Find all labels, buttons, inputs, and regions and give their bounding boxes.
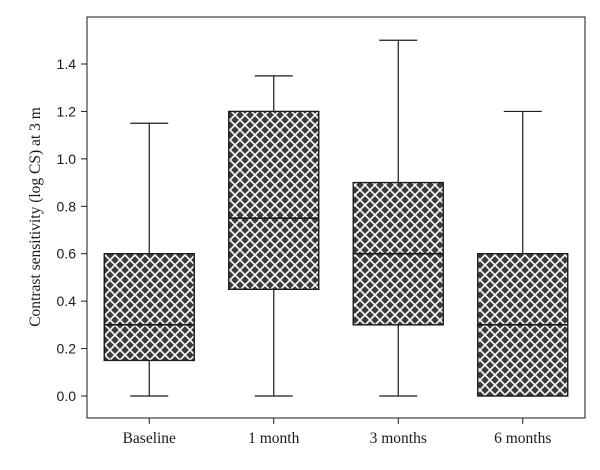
iqr-box	[228, 110, 320, 290]
x-axis: Baseline 1 month 3 months 6 months	[123, 418, 551, 447]
box-1	[103, 122, 195, 397]
box-3	[352, 39, 444, 397]
y-tick-label: 1.0	[57, 151, 77, 167]
box-plot-series	[103, 39, 569, 397]
x-category-label: 1 month	[248, 430, 299, 447]
y-tick-label: 0.2	[57, 341, 77, 357]
y-axis: 0.0 0.2 0.4 0.6 0.8 1.0 1.2 1.4	[57, 56, 87, 404]
y-tick-label: 0.0	[57, 388, 77, 404]
plot-frame	[86, 16, 586, 419]
y-tick-label: 1.2	[57, 103, 77, 119]
y-tick-label: 1.4	[57, 56, 77, 72]
x-category-label: Baseline	[123, 430, 176, 447]
y-tick-label: 0.8	[57, 198, 77, 214]
x-category-label: 6 months	[494, 430, 551, 447]
y-axis-title: Contrast sensitivity (log CS) at 3 m	[27, 107, 44, 327]
x-category-label: 3 months	[370, 430, 427, 447]
box-4	[477, 110, 569, 397]
box-2	[228, 75, 320, 397]
iqr-box	[103, 253, 195, 362]
y-tick-label: 0.6	[57, 246, 77, 262]
y-tick-label: 0.4	[57, 293, 77, 309]
